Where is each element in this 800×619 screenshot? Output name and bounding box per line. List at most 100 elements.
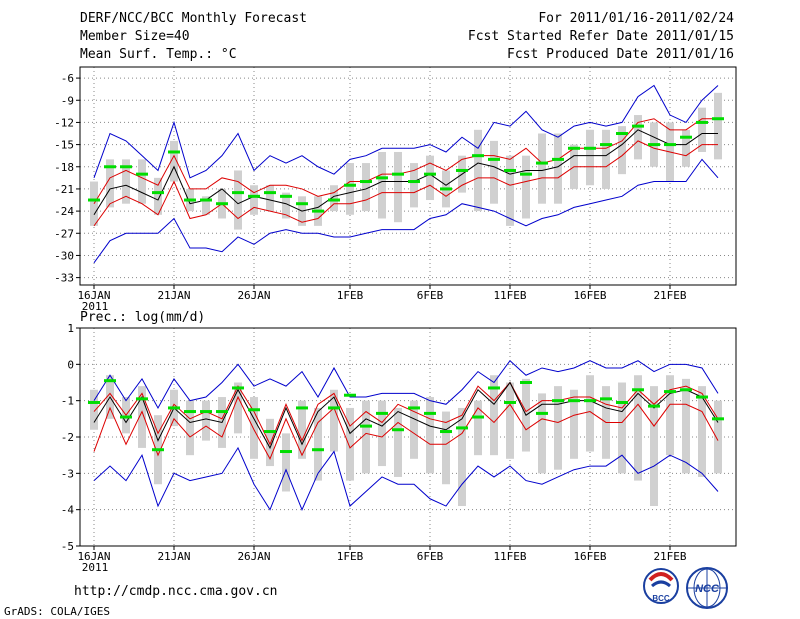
temp-spread-box: [698, 107, 706, 152]
temp-observed-mark: [136, 172, 148, 176]
prec-xtick-label: 11FEB: [493, 550, 526, 563]
prec-observed-mark: [152, 448, 164, 452]
prec-observed-mark: [232, 386, 244, 390]
temp-observed-mark: [344, 183, 356, 187]
member-size: Member Size=40: [80, 29, 190, 44]
temp-observed-mark: [264, 191, 276, 195]
temp-spread-box: [490, 140, 498, 204]
temp-observed-mark: [88, 198, 100, 202]
temp-observed-mark: [584, 146, 596, 150]
temp-observed-mark: [536, 161, 548, 165]
prec-xtick-label: 16FEB: [573, 550, 606, 563]
temp-xtick-label: 16FEB: [573, 289, 606, 302]
prec-spread-box: [650, 386, 658, 507]
temp-observed-mark: [408, 180, 420, 184]
temp-observed-mark: [504, 168, 516, 172]
prec-observed-mark: [648, 404, 660, 408]
prec-line-mean: [93, 381, 719, 450]
temp-xtick-label: 1FEB: [337, 289, 364, 302]
temp-spread-box: [202, 196, 210, 215]
temp-observed-mark: [392, 172, 404, 176]
temp-xtick-label: 21FEB: [653, 289, 686, 302]
prec-panel-title: Prec.: log(mm/d): [80, 310, 206, 325]
temp-spread-box: [586, 129, 594, 186]
temp-spread-box: [634, 115, 642, 160]
prec-spread-box: [458, 407, 466, 507]
prec-spread-box: [490, 375, 498, 456]
temp-spread-box: [714, 92, 722, 160]
prec-spread-box: [506, 382, 514, 459]
prec-observed-mark: [360, 424, 372, 428]
prec-observed-mark: [696, 395, 708, 399]
prec-spread-box: [394, 407, 402, 477]
prec-observed-mark: [472, 415, 484, 419]
temp-observed-mark: [568, 146, 580, 150]
temp-observed-mark: [232, 191, 244, 195]
prec-spread-box: [362, 400, 370, 474]
temp-ytick-label: -9: [61, 94, 74, 107]
temp-observed-mark: [696, 120, 708, 124]
prec-spread-box: [234, 382, 242, 434]
temp-spread-box: [682, 129, 690, 167]
prec-spread-box: [282, 433, 290, 492]
prec-observed-mark: [200, 410, 212, 414]
prec-observed-mark: [568, 399, 580, 403]
temp-spread-box: [138, 159, 146, 204]
prec-observed-mark: [120, 415, 132, 419]
temp-observed-mark: [280, 194, 292, 198]
temp-observed-mark: [168, 150, 180, 154]
fcst-started-date: Fcst Started Refer Date 2011/01/15: [467, 29, 734, 44]
prec-observed-mark: [520, 381, 532, 384]
temp-spread-box: [554, 133, 562, 204]
prec-xtick-label: 21FEB: [653, 550, 686, 563]
prec-observed-mark: [616, 400, 628, 404]
temp-ytick-label: -18: [54, 161, 74, 174]
temp-spread-box: [266, 185, 274, 212]
prec-spread-box: [90, 389, 98, 430]
prec-observed-mark: [552, 399, 564, 403]
prec-observed-mark: [184, 410, 196, 414]
prec-spread-box: [554, 386, 562, 470]
prec-ytick-label: -4: [61, 504, 75, 517]
source-url[interactable]: http://cmdp.ncc.cma.gov.cn: [74, 584, 278, 599]
prec-ytick-label: -2: [61, 431, 74, 444]
prec-observed-mark: [488, 386, 500, 390]
prec-spread-box: [250, 397, 258, 459]
temp-observed-mark: [600, 143, 612, 147]
prec-observed-mark: [296, 406, 308, 410]
prec-spread-box: [346, 407, 354, 481]
prec-line-min: [93, 446, 719, 511]
temp-observed-mark: [296, 202, 308, 206]
prec-spread-box: [378, 400, 386, 467]
prec-xtick-label: 16JAN: [77, 550, 110, 563]
temp-spread-box: [378, 151, 386, 219]
temp-spread-box: [618, 126, 626, 175]
temp-line-lower: [93, 140, 718, 227]
temp-observed-mark: [200, 198, 212, 202]
prec-spread-box: [314, 407, 322, 481]
temp-observed-mark: [184, 198, 196, 202]
prec-observed-mark: [344, 393, 356, 397]
prec-spread-box: [666, 375, 674, 456]
temp-observed-mark: [664, 143, 676, 147]
temp-observed-mark: [472, 154, 484, 158]
prec-observed-mark: [104, 379, 116, 383]
prec-spread-box: [474, 400, 482, 456]
prec-observed-mark: [680, 388, 692, 392]
temp-spread-box: [330, 185, 338, 212]
prec-observed-mark: [168, 406, 180, 410]
forecast-period: For 2011/01/16-2011/02/24: [538, 11, 734, 26]
prec-spread-box: [570, 389, 578, 459]
prec-line-lower: [93, 395, 719, 460]
temp-ytick-label: -33: [54, 272, 74, 285]
temp-observed-mark: [552, 157, 564, 161]
temp-line-mean: [93, 129, 718, 216]
temp-observed-mark: [152, 191, 164, 195]
prec-spread-box: [202, 400, 210, 441]
temp-observed-mark: [680, 135, 692, 139]
temp-observed-mark: [312, 209, 324, 213]
prec-spread-box: [410, 400, 418, 459]
temp-observed-mark: [104, 165, 116, 169]
temp-spread-box: [346, 163, 354, 215]
